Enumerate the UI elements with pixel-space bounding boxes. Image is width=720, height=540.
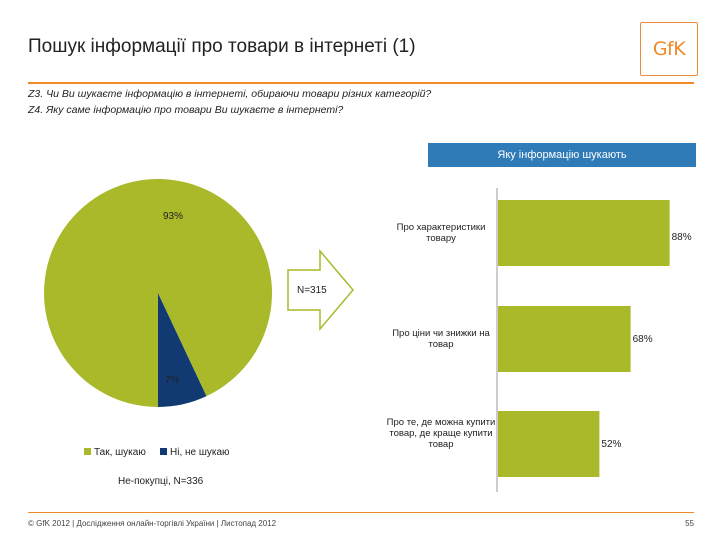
bar-chart-header: Яку інформацію шукають [428, 143, 696, 167]
pie-slice-yes [44, 179, 273, 407]
gfk-logo: GfK [640, 22, 698, 76]
bar-value-label-3: 52% [601, 439, 621, 450]
legend-label-no: Ні, не шукаю [170, 447, 230, 458]
pie-slice-no [158, 293, 207, 407]
pie-chart [44, 179, 273, 407]
top-divider [28, 82, 694, 84]
question-z3: Z3. Чи Ви шукаєте інформацію в інтернеті… [28, 88, 432, 100]
bar-3 [498, 411, 600, 477]
arrow-sample-label: N=315 [297, 285, 327, 296]
bar-value-label-1: 88% [672, 232, 692, 243]
bar-chart: 88% Про характеристики товару 68% Про ціни ч… [387, 200, 692, 477]
bar-value-label-2: 68% [633, 334, 653, 345]
legend-swatch-yes [84, 448, 91, 455]
page-number: 55 [685, 519, 694, 528]
pie-value-label-yes: 93% [163, 211, 183, 222]
pie-value-label-no: 7% [165, 375, 180, 386]
bottom-divider [28, 512, 694, 513]
question-z4: Z4. Яку саме інформацію про товари Ви шу… [28, 104, 344, 116]
footer-text: © GfK 2012 | Дослідження онлайн-торгівлі… [28, 519, 277, 528]
page-title: Пошук інформації про товари в інтернеті … [28, 36, 416, 57]
arrow-right-icon [287, 248, 354, 332]
bar-category-label-3: Про те, де можна купити товар, де краще к… [387, 417, 496, 450]
pie-sample-note: Не-покупці, N=336 [118, 476, 204, 487]
bar-2 [498, 306, 631, 372]
bar-category-label-1: Про характеристики товару [397, 222, 486, 244]
legend-label-yes: Так, шукаю [94, 447, 146, 458]
legend-swatch-no [160, 448, 167, 455]
bar-category-label-2: Про ціни чи знижки на товар [392, 328, 490, 350]
bar-1 [498, 200, 670, 266]
